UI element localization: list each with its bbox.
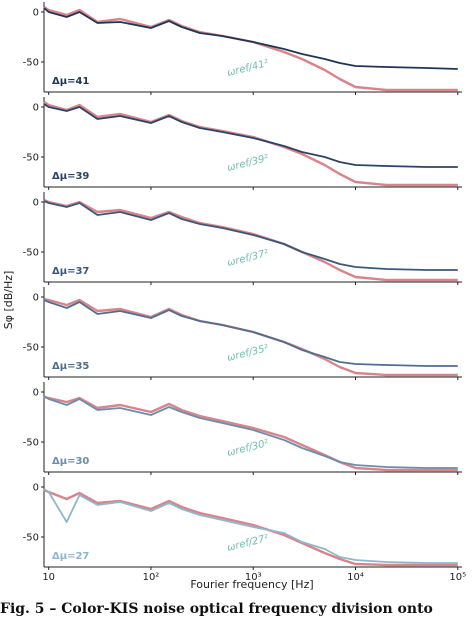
series-line-measured: [43, 395, 458, 469]
panel-6: 0 -50 Δμ=27 ωref/27²: [23, 477, 462, 570]
chart-panels: 0 -50 Δμ=41 ωref/41² 0 -50 Δμ=39 ωref/39² 0 -50 Δμ…: [23, 2, 462, 570]
reference-label: ωref/39²: [226, 153, 270, 174]
y-tick-label: -50: [23, 343, 39, 354]
x-tick-label: 10⁴: [347, 572, 364, 583]
panel-1: 0 -50 Δμ=41 ωref/41²: [23, 2, 462, 95]
panel-label: Δμ=37: [52, 266, 89, 277]
panel-3: 0 -50 Δμ=37 ωref/37²: [23, 192, 462, 285]
y-tick-label: -50: [23, 438, 39, 449]
panel-label: Δμ=39: [52, 171, 89, 182]
y-tick-label: 0: [33, 293, 39, 304]
panel-5: 0 -50 Δμ=30 ωref/30²: [23, 382, 462, 475]
chart-figure: 0 -50 Δμ=41 ωref/41² 0 -50 Δμ=39 ωref/39² 0 -50 Δμ…: [2, 2, 466, 591]
series-line-reference: [43, 100, 458, 187]
series-line-measured: [43, 488, 458, 564]
y-tick-label: 0: [33, 103, 39, 114]
series-line-reference: [43, 488, 458, 567]
y-tick-label: -50: [23, 153, 39, 164]
reference-label: ωref/27²: [226, 533, 270, 554]
series-line-measured: [43, 103, 458, 168]
y-tick-label: -50: [23, 58, 39, 69]
y-tick-label: 0: [33, 483, 39, 494]
y-tick-label: 0: [33, 388, 39, 399]
panel-label: Δμ=35: [52, 361, 89, 372]
x-tick-label: 10³: [245, 572, 262, 583]
panel-2: 0 -50 Δμ=39 ωref/39²: [23, 97, 462, 190]
reference-label: ωref/37²: [226, 248, 270, 269]
y-tick-label: 0: [33, 198, 39, 209]
panel-label: Δμ=30: [52, 456, 89, 467]
series-line-measured: [43, 200, 458, 271]
series-line-reference: [43, 297, 458, 377]
panel-label: Δμ=27: [52, 551, 89, 562]
reference-label: ωref/35²: [226, 343, 270, 364]
figure-caption: Fig. 5 – Color-KIS noise optical frequen…: [0, 601, 433, 617]
x-tick-label: 10⁵: [449, 572, 466, 583]
y-tick-label: 0: [33, 8, 39, 19]
panel-4: 0 -50 Δμ=35 ωref/35²: [23, 287, 462, 380]
series-line-reference: [43, 198, 458, 282]
series-line-reference: [43, 395, 458, 472]
x-axis: 10 10² 10³ 10⁴ 10⁵: [42, 572, 466, 583]
series-line-measured: [43, 299, 458, 367]
y-tick-label: -50: [23, 248, 39, 259]
x-tick-label: 10²: [143, 572, 160, 583]
x-tick-label: 10: [42, 572, 55, 583]
x-axis-label: Fourier frequency [Hz]: [190, 578, 313, 591]
y-axis-label: Sφ [dB/Hz]: [2, 271, 15, 330]
panel-label: Δμ=41: [52, 76, 89, 87]
y-tick-label: -50: [23, 533, 39, 544]
reference-label: ωref/41²: [226, 58, 270, 79]
series-line-measured: [43, 7, 458, 70]
reference-label: ωref/30²: [226, 438, 270, 459]
series-line-reference: [43, 5, 458, 92]
